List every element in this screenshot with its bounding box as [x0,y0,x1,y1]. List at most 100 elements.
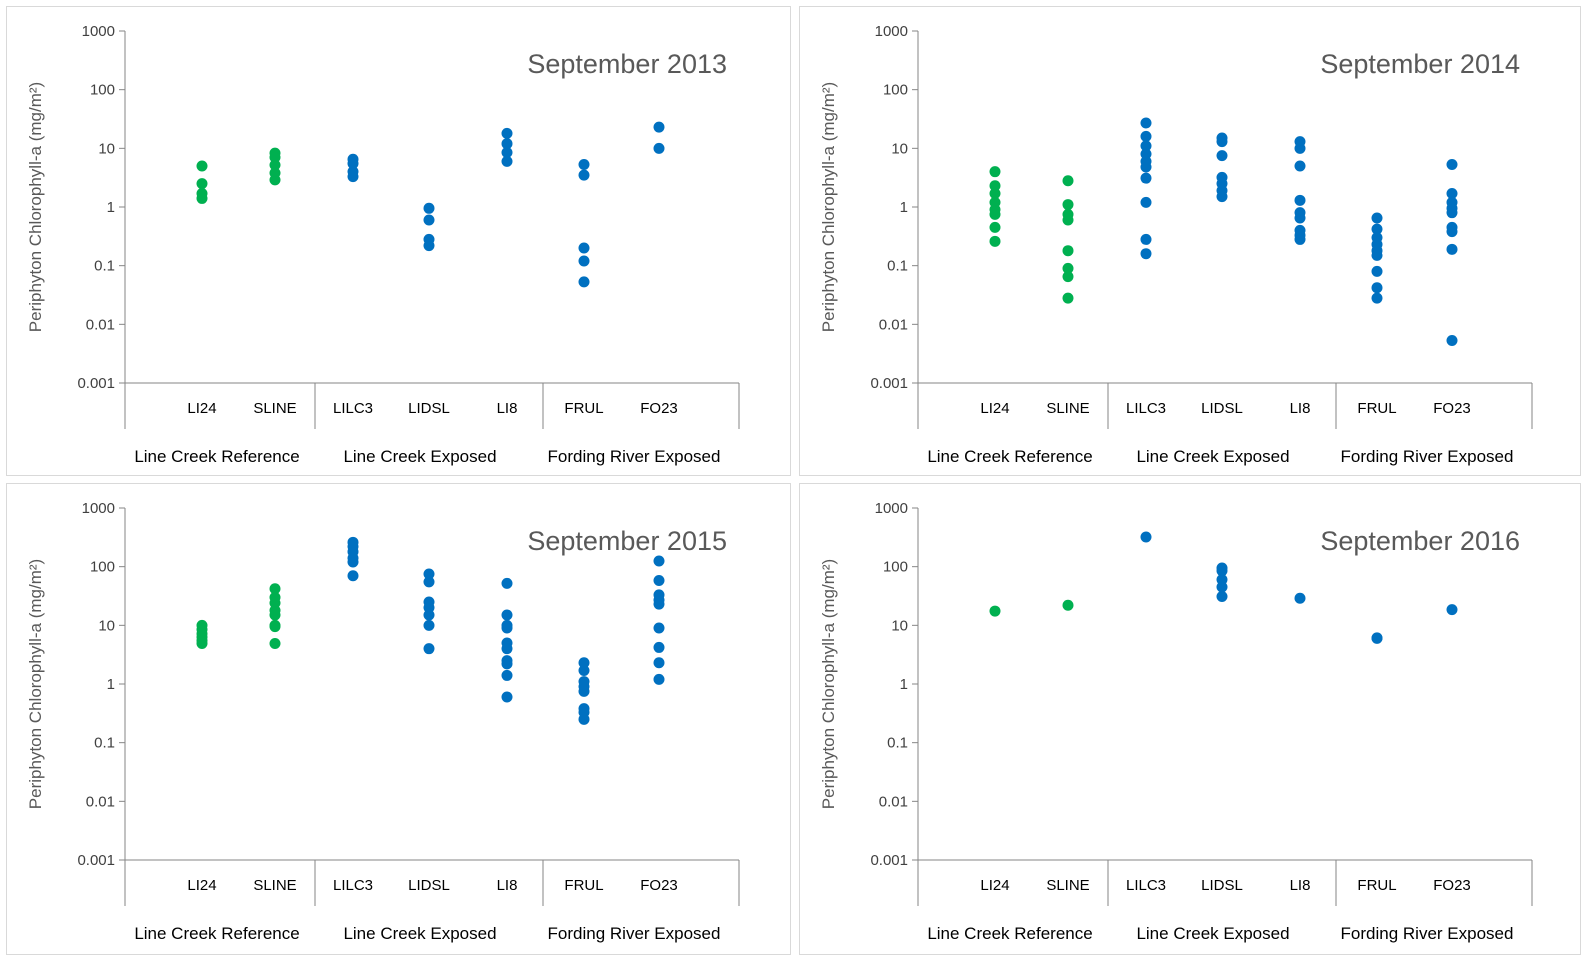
x-category-label: LILC3 [333,400,373,417]
data-point [1062,292,1074,304]
data-point [578,685,590,697]
y-tick-label: 0.1 [887,258,908,275]
x-group-label: Line Creek Reference [927,447,1092,466]
data-point [1294,160,1306,172]
y-tick-label: 1 [107,676,115,693]
x-category-label: LI8 [497,877,518,894]
y-tick-label: 10 [98,140,115,157]
x-category-label: LI8 [497,400,518,417]
x-category-label: FO23 [1433,877,1471,894]
x-category-label: FRUL [1357,400,1396,417]
data-point [1371,282,1383,294]
data-point [1062,245,1074,257]
data-point [347,570,359,582]
x-group-label: Line Creek Reference [134,447,299,466]
y-axis-label: Periphyton Chlorophyll-a (mg/m²) [26,559,45,809]
data-point [578,159,590,171]
x-category-label: SLINE [253,400,296,417]
chart-panel-sep-2014: 0.001 0.01 0.1 1 10 100 1000 Periphyton Chlorop… [799,6,1581,476]
data-point [989,180,1001,192]
x-category-label: LI24 [980,400,1009,417]
x-category-label: LI24 [187,400,216,417]
data-point [423,619,435,631]
data-point [269,174,281,186]
x-category-label: FRUL [564,877,603,894]
x-category-label: LI8 [1290,400,1311,417]
y-axis-label: Periphyton Chlorophyll-a (mg/m²) [819,559,838,809]
data-point [1371,249,1383,261]
chart-svg: 0.001 0.01 0.1 1 10 100 1000 Periphyton Chlorop… [26,500,740,943]
data-point [578,713,590,725]
data-point [423,214,435,226]
data-point [269,638,281,650]
data-point [1062,199,1074,211]
y-tick-label: 1 [900,199,908,216]
y-tick-label: 100 [883,82,908,99]
data-point [653,641,665,653]
x-group-label: Fording River Exposed [548,924,721,943]
y-tick-label: 0.001 [77,852,115,869]
data-point [1371,212,1383,224]
x-category-label: FO23 [1433,400,1471,417]
data-point [1294,194,1306,206]
y-tick-label: 1 [900,676,908,693]
y-tick-label: 0.001 [77,375,115,392]
data-point [1294,212,1306,224]
data-point [501,669,513,681]
x-category-label: LILC3 [333,877,373,894]
x-category-label: LI24 [980,877,1009,894]
data-point [1216,581,1228,593]
data-point [1140,172,1152,184]
data-point [269,151,281,163]
data-point [989,187,1001,199]
data-point [653,555,665,567]
data-point [578,169,590,181]
x-group-label: Fording River Exposed [548,447,721,466]
data-point [423,568,435,580]
data-point [653,598,665,610]
x-category-label: LILC3 [1126,400,1166,417]
data-point [1371,292,1383,304]
data-point [653,657,665,669]
data-point [1294,592,1306,604]
data-point [501,127,513,139]
y-tick-label: 1000 [82,23,115,40]
y-axis-label: Periphyton Chlorophyll-a (mg/m²) [819,82,838,332]
data-point [1062,214,1074,226]
x-category-label: FO23 [640,877,678,894]
x-group-label: Line Creek Reference [134,924,299,943]
x-category-label: SLINE [1046,877,1089,894]
y-tick-label: 1000 [82,500,115,517]
data-point [578,276,590,288]
data-point [1294,233,1306,245]
data-point [196,160,208,172]
data-point [1140,140,1152,152]
data-point [1216,191,1228,203]
data-point [1371,265,1383,277]
data-point [1140,233,1152,245]
data-point [1446,226,1458,238]
x-category-label: LIDSL [408,400,450,417]
data-point [1062,271,1074,283]
data-point [989,235,1001,247]
y-tick-label: 100 [90,559,115,576]
x-category-label: LI8 [1290,877,1311,894]
data-point [269,159,281,171]
y-tick-label: 0.1 [94,735,115,752]
data-point [1216,150,1228,162]
data-point [578,242,590,254]
data-point [1062,262,1074,274]
x-group-label: Line Creek Exposed [1136,924,1289,943]
data-point [423,576,435,588]
data-point [653,673,665,685]
data-point [653,622,665,634]
x-category-label: FRUL [564,400,603,417]
chart-title: September 2016 [1320,526,1520,556]
data-point [1140,531,1152,543]
y-tick-label: 0.01 [86,793,115,810]
data-point [989,221,1001,233]
data-point [501,138,513,150]
chart-svg: 0.001 0.01 0.1 1 10 100 1000 Periphyton Chlorop… [819,23,1533,466]
data-point [1140,248,1152,260]
chart-svg: 0.001 0.01 0.1 1 10 100 1000 Periphyton Chlorop… [26,23,740,466]
